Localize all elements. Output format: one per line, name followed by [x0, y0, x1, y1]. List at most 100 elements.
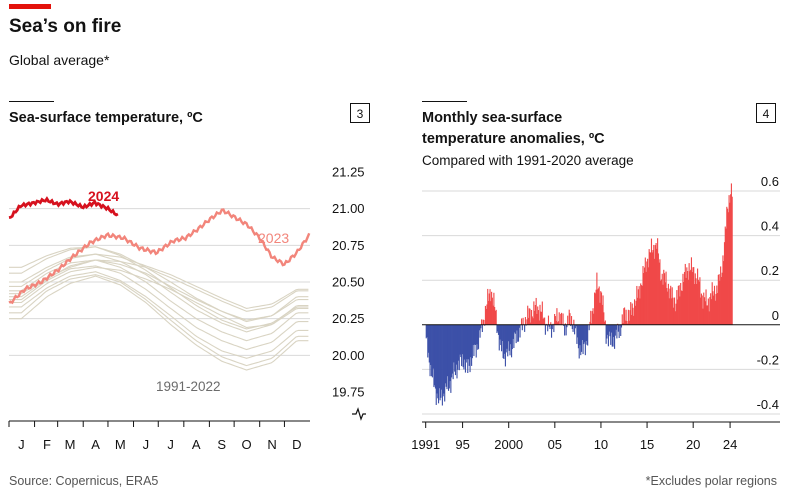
- anomaly-bar: [469, 324, 471, 373]
- anomaly-bar: [501, 324, 503, 342]
- anomaly-bar: [550, 322, 552, 325]
- anomaly-bar: [680, 283, 682, 325]
- anomaly-bar: [614, 324, 616, 336]
- anomaly-bar: [594, 293, 596, 325]
- anomaly-bar: [600, 291, 602, 325]
- anomaly-bar: [511, 324, 513, 350]
- anomaly-bar: [574, 324, 576, 329]
- anomaly-bar: [570, 316, 573, 325]
- anomaly-bar: [704, 301, 706, 325]
- historic-year-line: [9, 271, 309, 359]
- anomaly-bar: [601, 304, 603, 325]
- anomaly-bar: [526, 319, 528, 325]
- anomaly-bar: [539, 304, 541, 325]
- y-tick-label: -0.2: [757, 352, 779, 367]
- anomaly-bar: [544, 324, 546, 335]
- anomaly-bar: [613, 324, 615, 337]
- anomaly-bar: [429, 324, 431, 377]
- anomaly-bar: [582, 324, 584, 355]
- anomaly-bar: [660, 280, 662, 325]
- anomaly-bar: [651, 252, 653, 325]
- anomaly-bar: [585, 324, 587, 341]
- anomaly-bar: [443, 324, 445, 394]
- anomaly-bar: [614, 324, 616, 349]
- anomaly-bar: [474, 324, 476, 345]
- anomaly-bar: [426, 324, 428, 338]
- x-tick-label: A: [91, 437, 100, 452]
- anomaly-bar: [659, 259, 661, 325]
- axis-break-icon: [352, 407, 366, 421]
- anomaly-bar: [509, 324, 511, 356]
- panel-4-rule: [422, 101, 467, 102]
- anomaly-bar: [555, 320, 557, 325]
- x-tick-label: O: [241, 437, 251, 452]
- anomaly-bar: [667, 283, 669, 325]
- anomaly-bar: [676, 290, 678, 325]
- x-tick-label: S: [217, 437, 226, 452]
- anomaly-bar: [588, 324, 590, 331]
- series-label-2024: 2024: [88, 188, 119, 204]
- anomaly-bar: [584, 324, 586, 343]
- anomaly-bar: [484, 305, 486, 325]
- anomaly-bar: [541, 301, 543, 325]
- anomaly-bar: [730, 194, 732, 325]
- anomaly-bar: [681, 290, 683, 325]
- anomaly-bar: [695, 278, 697, 325]
- anomaly-bar: [514, 324, 516, 334]
- anomaly-bar: [537, 306, 539, 325]
- anomaly-bar: [444, 324, 447, 384]
- anomaly-bar: [710, 299, 712, 325]
- anomaly-bar: [728, 195, 730, 325]
- anomaly-bar: [612, 324, 614, 347]
- anomaly-bar: [708, 311, 710, 325]
- anomaly-bar: [547, 324, 549, 332]
- anomaly-bar: [656, 248, 658, 325]
- anomaly-bar: [517, 324, 519, 342]
- anomaly-bar: [557, 321, 560, 325]
- anomaly-bar: [607, 324, 609, 347]
- anomaly-bar: [611, 324, 613, 347]
- anomaly-bar: [731, 196, 733, 325]
- anomaly-bar: [671, 287, 673, 325]
- anomaly-bar: [594, 292, 596, 325]
- anomaly-bar: [576, 324, 578, 344]
- anomaly-bar: [473, 324, 475, 357]
- anomaly-bar: [654, 245, 656, 325]
- panel-3-rule: [9, 101, 54, 102]
- anomaly-bar: [448, 324, 450, 389]
- anomaly-bar: [446, 324, 448, 390]
- anomaly-bar: [723, 261, 725, 325]
- panel-3-title: Sea-surface temperature, ºC: [9, 110, 203, 126]
- anomaly-bar: [620, 324, 622, 336]
- x-tick-label: 20: [686, 437, 700, 452]
- anomaly-bar: [627, 309, 629, 325]
- anomaly-bar: [457, 324, 460, 361]
- anomaly-bar: [668, 298, 670, 325]
- anomaly-bar: [501, 324, 503, 352]
- page-title: Sea’s on fire: [9, 16, 122, 37]
- anomaly-bar: [713, 285, 716, 325]
- anomaly-bar: [593, 313, 595, 325]
- anomaly-bar: [491, 297, 493, 325]
- x-tick-label: 2000: [494, 437, 523, 452]
- anomaly-bar: [670, 298, 673, 325]
- anomaly-bar: [485, 308, 487, 325]
- anomaly-bar: [699, 277, 701, 325]
- anomaly-bar: [532, 318, 534, 325]
- anomaly-bar: [435, 324, 437, 405]
- anomaly-bar: [702, 308, 704, 325]
- anomaly-bar: [460, 324, 462, 358]
- anomaly-bar: [533, 301, 535, 325]
- anomaly-bar: [549, 324, 551, 329]
- anomaly-bar: [504, 324, 506, 354]
- anomaly-bar: [550, 324, 553, 338]
- anomaly-bar: [504, 324, 506, 367]
- historic-year-line: [9, 246, 309, 323]
- anomaly-bar: [453, 324, 455, 363]
- anomaly-bar: [529, 308, 531, 325]
- anomaly-bar: [648, 249, 650, 325]
- anomaly-bar: [445, 324, 447, 387]
- anomaly-bar: [652, 250, 654, 325]
- anomaly-bar: [433, 324, 435, 388]
